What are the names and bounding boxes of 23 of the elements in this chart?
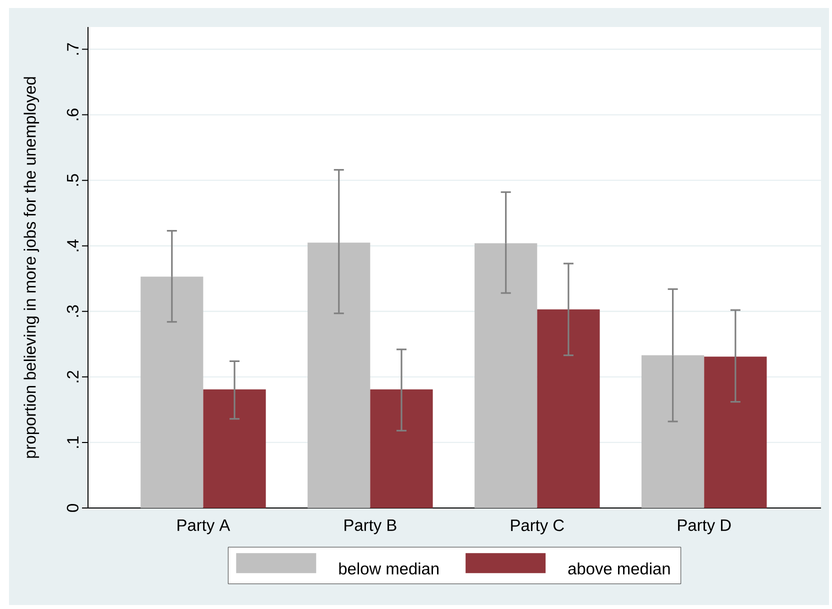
- y-tick-label: 0: [66, 504, 78, 512]
- y-tick-label: .1: [67, 436, 78, 448]
- x-tick-label: Party D: [678, 520, 731, 534]
- y-axis-title: proportion believing in more jobs for the unemployed: [24, 77, 40, 458]
- bar: [140, 276, 204, 508]
- bar: [537, 309, 600, 508]
- x-tick-label: Party A: [178, 520, 230, 534]
- y-tick-label: .5: [67, 174, 78, 186]
- bar: [370, 389, 433, 508]
- y-tick-label: .2: [67, 370, 78, 382]
- legend-label: below median: [339, 562, 438, 575]
- y-tick-label: .4: [67, 239, 78, 252]
- legend-label: above median: [568, 562, 670, 575]
- y-tick-label: .6: [66, 108, 78, 120]
- y-tick-label: .7: [67, 43, 78, 55]
- bar: [308, 242, 370, 508]
- bar: [642, 355, 704, 508]
- bar: [203, 389, 266, 508]
- x-tick-label: Party B: [344, 520, 396, 534]
- bar: [704, 356, 767, 508]
- x-tick-label: Party C: [511, 520, 564, 534]
- bar: [474, 243, 538, 508]
- y-tick-label: .3: [66, 305, 78, 317]
